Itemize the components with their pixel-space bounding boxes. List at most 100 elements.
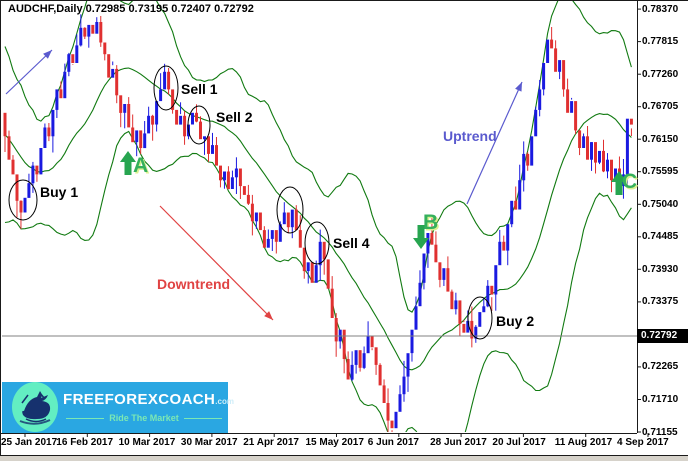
candle-body	[366, 335, 370, 354]
current-price-tag: 0.72792	[637, 329, 688, 343]
candle-body	[334, 318, 338, 342]
candle-body	[35, 165, 39, 175]
candle-body	[246, 194, 250, 204]
candle-body	[63, 71, 67, 99]
candle-body	[39, 148, 43, 175]
price-tick-label: 0.76705	[642, 101, 679, 113]
candle-body	[374, 347, 378, 365]
candle-body	[207, 136, 210, 154]
marker-letter-c: C	[622, 170, 638, 193]
candle-body	[151, 115, 155, 125]
candle-body	[498, 241, 502, 266]
candle-body	[382, 385, 386, 403]
logo-banner: FREEFOREXCOACH.com Ride The Market	[2, 382, 234, 433]
candle-body	[578, 130, 582, 148]
candle-body	[167, 71, 171, 90]
candle-body	[258, 212, 262, 231]
candle-body	[59, 89, 63, 99]
signal-label-sell-2: Sell 2	[216, 109, 253, 125]
candle-body	[402, 376, 406, 395]
candle-body	[171, 89, 175, 110]
price-tick-label: 0.73375	[642, 296, 679, 308]
candle-body	[278, 224, 282, 242]
candle-body	[318, 241, 322, 266]
candle-body	[458, 300, 462, 324]
candle-body	[442, 268, 446, 280]
candle-body	[302, 247, 306, 272]
signal-ellipse-sell-2	[187, 105, 211, 145]
candle-body	[294, 209, 298, 231]
uptrend-label: Uptrend	[443, 128, 497, 144]
date-tick-label: 16 Feb 2017	[56, 437, 114, 448]
signal-ellipse-sell-4	[304, 221, 330, 265]
candle-body	[422, 253, 426, 283]
candle-body	[530, 136, 534, 166]
candle-body	[242, 186, 246, 195]
candle-body	[314, 265, 318, 283]
candle-body	[115, 68, 119, 96]
candle-body	[322, 241, 326, 260]
date-tick-label: 20 Jul 2017	[492, 437, 546, 448]
candle-body	[7, 136, 11, 160]
chart-title: AUDCHF,Daily 0.72985 0.73195 0.72407 0.7…	[8, 3, 254, 15]
candle-body	[454, 300, 458, 310]
candle-body	[430, 233, 434, 245]
candle-body	[514, 200, 518, 210]
candle-body	[594, 142, 597, 163]
date-tick-label: 30 Mar 2017	[180, 437, 238, 448]
candle-body	[47, 127, 51, 137]
candle-body	[15, 174, 19, 201]
marker-arrow-down-b	[413, 225, 429, 249]
candle-body	[554, 48, 558, 72]
price-tick-label: 0.76150	[642, 133, 679, 145]
price-tick-label: 0.77815	[642, 36, 679, 48]
candle-body	[502, 241, 506, 251]
price-tick-label: 0.78370	[642, 3, 679, 15]
candle-body	[183, 115, 187, 137]
candle-body	[79, 27, 83, 46]
logo-tagline-text: Ride The Market	[109, 413, 179, 423]
signal-label-sell-4: Sell 4	[333, 235, 370, 251]
candle-body	[270, 230, 274, 239]
logo-bull-icon	[12, 382, 58, 432]
price-tick-label: 0.73930	[642, 263, 679, 275]
candle-body	[602, 150, 605, 172]
candle-body	[211, 145, 214, 154]
candle-body	[234, 168, 238, 178]
bollinger-band-u	[4, 1, 632, 313]
date-tick-label: 10 Mar 2017	[118, 437, 176, 448]
tagline-dash-left	[66, 417, 105, 419]
candle-body	[3, 112, 7, 137]
candle-body	[266, 238, 270, 248]
candle-body	[350, 364, 354, 380]
date-tick-label: 4 Sep 2017	[617, 437, 669, 448]
candle-body	[107, 54, 111, 78]
date-tick-label: 21 Apr 2017	[243, 437, 299, 448]
candle-body	[534, 109, 538, 137]
date-tick-label: 6 Jun 2017	[367, 437, 419, 448]
candle-body	[43, 127, 47, 148]
candle-body	[27, 183, 31, 198]
candle-body	[470, 320, 474, 339]
candle-body	[562, 60, 566, 90]
candle-body	[330, 288, 334, 318]
candle-body	[310, 262, 314, 283]
candle-body	[103, 42, 107, 55]
candle-body	[175, 109, 179, 125]
candle-body	[127, 104, 131, 128]
candle-body	[99, 22, 103, 43]
price-tick-label: 0.71710	[642, 393, 679, 405]
candle-body	[625, 118, 629, 175]
candle-body	[378, 364, 382, 386]
candle-body	[390, 420, 394, 429]
candle-body	[83, 27, 87, 37]
candle-body	[163, 71, 167, 90]
plot-area	[3, 1, 633, 432]
candle-body	[139, 130, 143, 148]
candle-body	[590, 142, 593, 160]
candle-body	[286, 212, 290, 228]
impulse-up-arrow	[5, 49, 53, 95]
price-tick-label: 0.75595	[642, 166, 679, 178]
